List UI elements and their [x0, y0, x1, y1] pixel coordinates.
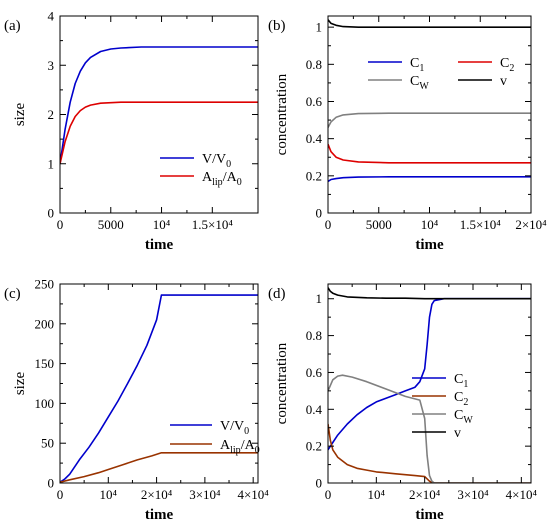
chart-panel-3: 0 10⁴ 2×10⁴ 3×10⁴ 4×10⁴ 0 50 100 150 200 250 time si… [4, 277, 269, 524]
legend-label: V/V0 [202, 152, 231, 170]
y-tick-label: 0 [316, 206, 323, 221]
y-tick-label: 0 [48, 206, 55, 221]
x-tick-label: 0 [57, 217, 64, 232]
legend-label: C1 [454, 372, 468, 390]
series-line-1 [328, 297, 531, 451]
x-axis-label: time [145, 237, 174, 253]
legend-label: C1 [410, 56, 424, 74]
series-line-2 [328, 143, 531, 164]
x-axis-label: time [415, 507, 444, 523]
y-tick-label: 1 [316, 20, 323, 35]
chart-panel-1: 0 5000 10⁴ 1.5×10⁴ 0 1 2 3 4 time size (a) V/V0Alip/… [4, 9, 259, 253]
y-tick-label: 2 [48, 107, 55, 122]
series-line-2 [60, 101, 258, 164]
y-tick-label: 0.6 [306, 94, 323, 109]
legend-label: v [500, 74, 507, 89]
x-tick-label: 2×10⁴ [141, 487, 173, 502]
x-tick-label: 0 [325, 487, 332, 502]
series-line-1 [328, 176, 531, 183]
series-line-3 [328, 112, 531, 128]
y-axis-label: size [12, 372, 28, 396]
y-tick-label: 100 [35, 396, 55, 411]
legend-label: Alip/A0 [220, 438, 260, 456]
x-tick-label: 3×10⁴ [457, 487, 489, 502]
y-tick-label: 0.2 [306, 168, 322, 183]
y-tick-label: 1 [48, 156, 55, 171]
panel-label: (c) [4, 286, 21, 302]
series-line-4 [328, 19, 531, 28]
y-tick-label: 250 [35, 277, 55, 292]
x-tick-label: 4×10⁴ [237, 487, 269, 502]
plot-frame [327, 15, 532, 214]
x-tick-label: 10⁴ [421, 217, 439, 232]
x-tick-label: 5000 [98, 217, 124, 232]
series-line-2 [60, 452, 258, 483]
series-line-3 [328, 374, 531, 483]
x-tick-label: 3×10⁴ [189, 487, 221, 502]
x-tick-label: 0 [57, 487, 64, 502]
plot-frame [327, 283, 532, 484]
chart-panel-2: 0 5000 10⁴ 1.5×10⁴ 2×10⁴ 0 0.2 0.4 0.6 0.8 1 time co… [268, 15, 547, 253]
x-tick-label: 4×10⁴ [506, 487, 538, 502]
x-tick-label: 0 [325, 217, 332, 232]
legend-label: C2 [454, 390, 468, 408]
legend-label: v [454, 426, 461, 441]
legend-label: CW [410, 74, 429, 92]
x-tick-label: 1.5×10⁴ [192, 217, 234, 232]
x-tick-label: 10⁴ [368, 487, 386, 502]
y-axis-label: concentration [274, 73, 290, 155]
x-tick-label: 2×10⁴ [409, 487, 441, 502]
y-tick-label: 50 [41, 436, 54, 451]
x-tick-label: 10⁴ [100, 487, 118, 502]
x-axis-label: time [145, 507, 174, 523]
chart-panel-4: 0 10⁴ 2×10⁴ 3×10⁴ 4×10⁴ 0 0.2 0.4 0.6 0.8 1 time con… [268, 283, 538, 523]
panel-label: (d) [268, 286, 286, 302]
y-tick-label: 4 [48, 9, 55, 24]
x-axis-label: time [415, 237, 444, 253]
y-tick-label: 3 [48, 58, 55, 73]
legend-label: C2 [500, 56, 514, 74]
y-tick-label: 150 [35, 356, 55, 371]
panel-label: (b) [268, 18, 286, 34]
legend: C1 C2 CW v [368, 56, 514, 92]
y-tick-label: 0.2 [306, 439, 322, 454]
legend-label: CW [454, 408, 473, 426]
x-tick-label: 2×10⁴ [515, 217, 547, 232]
series-line-4 [328, 287, 531, 300]
y-tick-label: 0.4 [306, 131, 323, 146]
y-tick-label: 200 [35, 316, 55, 331]
legend-label: Alip/A0 [202, 170, 242, 188]
panel-label: (a) [4, 18, 21, 34]
series-line-1 [60, 46, 258, 164]
y-tick-label: 1 [316, 291, 323, 306]
y-tick-label: 0.8 [306, 57, 322, 72]
legend-label: V/V0 [220, 419, 249, 437]
y-axis-label: concentration [274, 342, 290, 424]
y-tick-label: 0.6 [306, 365, 323, 380]
y-tick-label: 0 [48, 476, 55, 491]
y-tick-label: 0.4 [306, 402, 323, 417]
x-tick-label: 1.5×10⁴ [460, 217, 502, 232]
series-line-2 [328, 423, 531, 483]
series-line-1 [60, 294, 258, 483]
y-tick-label: 0 [316, 476, 323, 491]
y-tick-label: 0.8 [306, 328, 322, 343]
x-tick-label: 5000 [366, 217, 392, 232]
x-tick-label: 10⁴ [153, 217, 171, 232]
y-axis-label: size [12, 103, 28, 127]
